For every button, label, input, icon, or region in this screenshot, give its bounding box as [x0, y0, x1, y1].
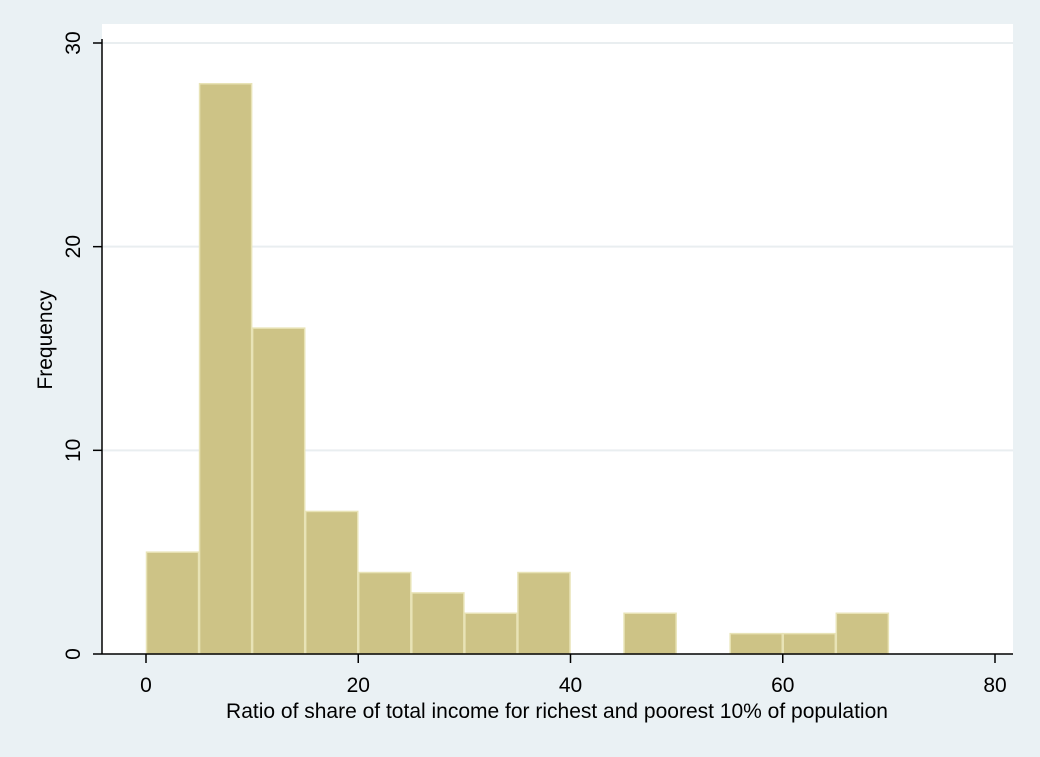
histogram-bar: [517, 571, 571, 655]
x-axis-title: Ratio of share of total income for riche…: [226, 700, 888, 723]
histogram-bar: [835, 612, 890, 655]
axes: 0 20 40 60 80 0 10 20 30: [62, 31, 1013, 697]
bars: [145, 82, 890, 655]
y-axis-title: Frequency: [34, 290, 57, 390]
histogram-bar: [358, 571, 412, 655]
x-tick-label: 0: [140, 674, 152, 697]
histogram-bar: [145, 551, 200, 655]
histogram-bar: [623, 612, 677, 655]
histogram-bar: [729, 632, 783, 655]
histogram-bar: [782, 632, 837, 655]
y-tick-label: 30: [62, 31, 85, 54]
histogram-bar: [198, 82, 253, 655]
histogram-bar: [464, 612, 518, 655]
histogram-bar: [411, 592, 465, 655]
histogram-bar: [251, 327, 306, 655]
y-tick-label: 0: [62, 648, 85, 660]
x-tick-label: 60: [771, 674, 794, 697]
y-tick-label: 20: [62, 235, 85, 258]
y-tick-label: 10: [62, 439, 85, 462]
x-tick-label: 80: [983, 674, 1006, 697]
x-tick-label: 40: [559, 674, 582, 697]
histogram-bar: [304, 510, 359, 655]
x-tick-label: 20: [347, 674, 370, 697]
